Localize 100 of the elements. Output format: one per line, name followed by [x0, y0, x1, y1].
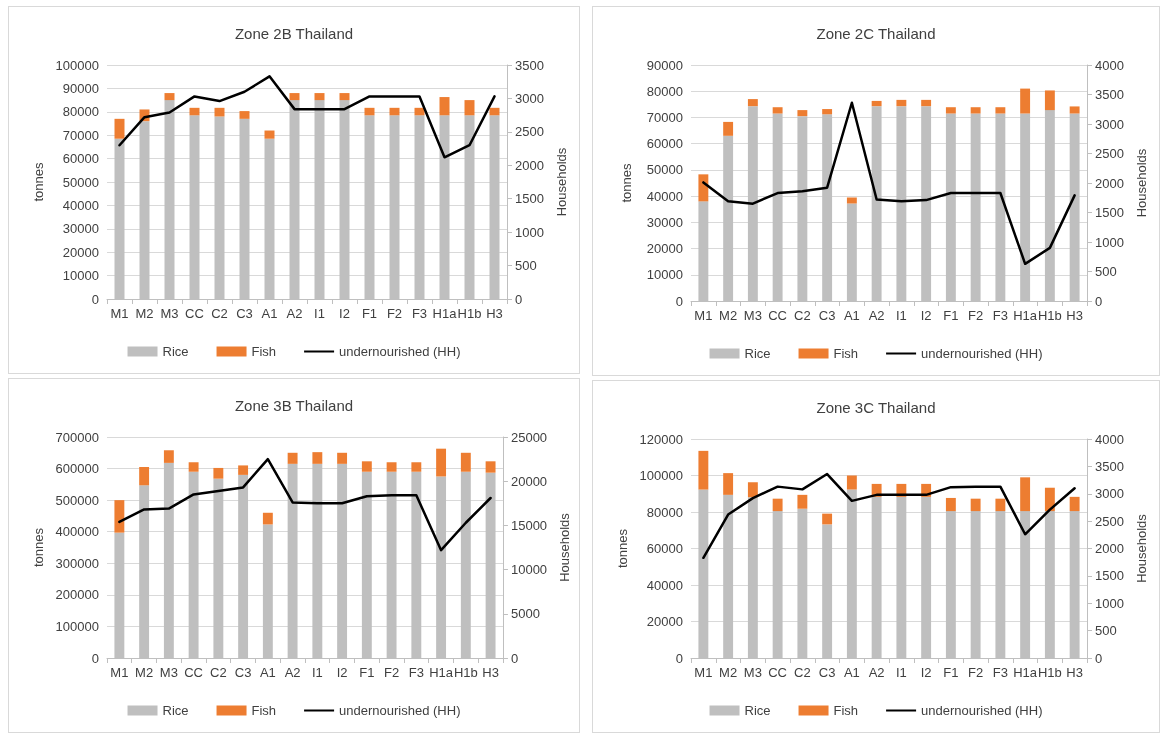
bar — [436, 448, 447, 477]
x-tick-label: F3 — [992, 665, 1008, 680]
bar — [698, 450, 709, 490]
x-tick-label: F3 — [408, 665, 424, 680]
legend-label: Fish — [251, 344, 277, 359]
bar — [364, 107, 375, 116]
y2-tick-label: 0 — [1095, 293, 1103, 309]
x-tick-label: A1 — [261, 306, 278, 321]
x-tick-label: M2 — [135, 665, 154, 680]
x-tick-label: C2 — [794, 665, 811, 680]
y-tick-label: 300000 — [55, 555, 99, 571]
x-tick-label: F1 — [943, 665, 959, 680]
y2-tick-label: 15000 — [510, 517, 548, 533]
x-tick-label: H1a — [432, 306, 458, 321]
bar — [489, 107, 500, 116]
bar — [464, 100, 475, 116]
y2-axis-title: Households — [1134, 513, 1149, 583]
y2-tick-label: 10000 — [510, 562, 548, 578]
y-tick-label: 60000 — [646, 541, 683, 556]
x-tick-label: F1 — [943, 308, 959, 323]
bar — [337, 452, 348, 464]
y-tick-label: 0 — [91, 650, 99, 666]
bar — [945, 497, 956, 512]
y2-axis-title: Households — [557, 512, 572, 582]
y-tick-label: 20000 — [646, 241, 683, 257]
y-tick-label: 10000 — [62, 268, 99, 284]
x-tick-label: M1 — [694, 308, 713, 323]
x-tick-label: I2 — [920, 308, 932, 323]
x-tick-label: H1b — [1037, 308, 1062, 323]
y-tick-label: 80000 — [62, 104, 99, 120]
y-tick-label: 90000 — [646, 57, 683, 73]
y2-tick-label: 1500 — [515, 191, 544, 207]
chart-title: Zone 2C Thailand — [816, 25, 936, 42]
y2-tick-label: 2000 — [1095, 175, 1124, 191]
y2-tick-label: 5000 — [510, 606, 540, 622]
y2-tick-label: 4000 — [1095, 57, 1124, 73]
y2-axis-title: Households — [554, 147, 569, 217]
x-tick-label: A1 — [843, 308, 860, 323]
bar — [970, 498, 981, 512]
x-tick-label: A2 — [868, 308, 885, 323]
bar — [945, 107, 956, 114]
line-series — [118, 457, 492, 552]
y-tick-label: 40000 — [646, 577, 683, 593]
x-tick-label: C3 — [818, 308, 836, 323]
bar — [896, 99, 907, 107]
legend-label: Rice — [162, 344, 189, 359]
bar — [822, 109, 833, 115]
y-tick-label: 400000 — [55, 524, 99, 540]
y-axis-title: tonnes — [30, 161, 46, 202]
y2-tick-label: 25000 — [510, 429, 548, 445]
y2-tick-label: 1500 — [1095, 568, 1124, 584]
bar — [389, 107, 400, 116]
x-tick-label: F2 — [384, 665, 400, 680]
bar — [139, 466, 150, 486]
x-tick-label: H1b — [1037, 665, 1062, 680]
bar — [1020, 477, 1031, 512]
bar — [822, 513, 833, 525]
y-tick-label: 80000 — [646, 504, 683, 520]
bar — [339, 93, 350, 101]
bar — [163, 450, 174, 463]
legend-label: Rice — [744, 346, 771, 361]
bar — [264, 130, 275, 139]
x-tick-label: M2 — [719, 665, 738, 680]
x-tick-label: M3 — [159, 665, 178, 680]
y-tick-label: 30000 — [62, 221, 99, 237]
chart-title: Zone 3B Thailand — [234, 397, 354, 414]
x-tick-label: M3 — [743, 665, 762, 680]
bar — [1020, 88, 1031, 114]
x-tick-label: F2 — [386, 306, 403, 321]
bar — [312, 452, 323, 464]
legend-label: undernourished (HH) — [339, 703, 461, 718]
x-tick-label: M1 — [110, 306, 129, 321]
bar — [289, 93, 300, 101]
y2-tick-label: 0 — [1095, 650, 1103, 666]
y2-tick-label: 2500 — [515, 124, 544, 140]
bar — [361, 461, 372, 472]
bar — [439, 97, 450, 116]
x-tick-label: H1a — [1013, 665, 1038, 680]
x-tick-label: H3 — [482, 665, 499, 680]
y-tick-label: 30000 — [646, 214, 683, 230]
x-tick-label: I2 — [336, 665, 348, 680]
y2-axis-title: Households — [1134, 148, 1149, 218]
bar — [239, 111, 250, 119]
bar — [772, 107, 783, 114]
x-tick-label: F3 — [411, 306, 428, 321]
legend-label: undernourished (HH) — [921, 346, 1043, 361]
bar — [723, 121, 734, 136]
y-tick-label: 100000 — [55, 618, 99, 634]
x-tick-label: H3 — [486, 306, 503, 321]
bar — [485, 461, 496, 473]
legend-label: undernourished (HH) — [921, 703, 1043, 718]
x-tick-label: F2 — [968, 308, 984, 323]
bar — [262, 512, 273, 525]
y-tick-label: 40000 — [62, 197, 99, 213]
x-tick-label: C2 — [210, 665, 227, 680]
y-tick-label: 20000 — [62, 244, 99, 260]
y-tick-label: 0 — [91, 291, 99, 307]
x-tick-label: C2 — [211, 306, 228, 321]
line-series — [702, 101, 1076, 266]
y-tick-label: 50000 — [62, 174, 99, 190]
